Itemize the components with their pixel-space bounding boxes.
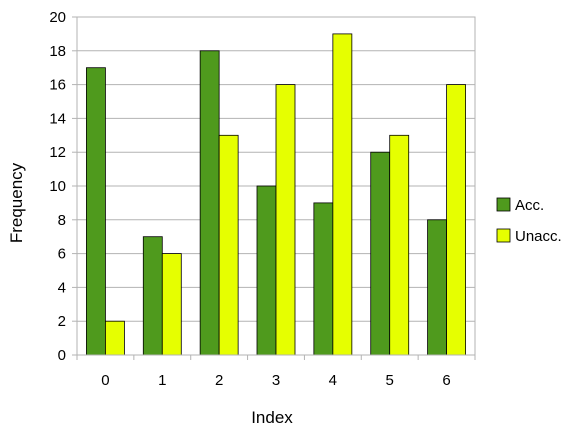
x-tick-label: 0 (101, 372, 109, 389)
axes (72, 16, 476, 360)
x-tick-label: 2 (215, 372, 223, 389)
x-tick-label: 4 (329, 372, 337, 389)
y-tick-label: 8 (58, 212, 66, 229)
bar-acc-2 (199, 50, 220, 356)
bar-unacc-2 (218, 134, 239, 356)
bar-acc-3 (256, 185, 277, 356)
y-tick-label: 0 (58, 347, 66, 364)
legend-swatch (496, 228, 511, 243)
y-tick-label: 14 (49, 110, 66, 127)
x-tick-label: 1 (158, 372, 166, 389)
bar-acc-6 (427, 219, 447, 356)
legend-label: Unacc. (515, 228, 562, 245)
y-tick-label: 4 (58, 279, 66, 296)
bar-unacc-0 (105, 320, 125, 356)
bars (86, 33, 466, 356)
bar-unacc-4 (332, 33, 353, 356)
bar-acc-5 (370, 151, 391, 356)
bar-unacc-5 (389, 134, 410, 356)
y-tick-label: 16 (49, 77, 66, 94)
y-tick-label: 6 (58, 246, 66, 263)
legend-swatch (496, 197, 511, 212)
bar-acc-0 (86, 67, 106, 356)
legend-label: Acc. (515, 197, 544, 214)
x-tick-label: 5 (386, 372, 394, 389)
y-tick-label: 10 (49, 178, 66, 195)
y-tick-label: 12 (49, 144, 66, 161)
bar-acc-4 (313, 202, 334, 356)
bar-unacc-6 (446, 84, 466, 356)
y-axis-title: Frequency (7, 162, 26, 243)
bar-unacc-3 (275, 84, 296, 356)
x-tick-label: 6 (442, 372, 450, 389)
y-tick-label: 20 (49, 9, 66, 26)
x-tick-label: 3 (272, 372, 280, 389)
legend: Acc. Unacc. (496, 197, 562, 245)
bar-acc-1 (142, 236, 163, 356)
bar-unacc-1 (161, 253, 182, 356)
y-tick-label: 18 (49, 43, 66, 60)
plot-area-frame (76, 16, 476, 356)
x-axis-title: Index (251, 408, 293, 427)
y-tick-label: 2 (58, 313, 66, 330)
